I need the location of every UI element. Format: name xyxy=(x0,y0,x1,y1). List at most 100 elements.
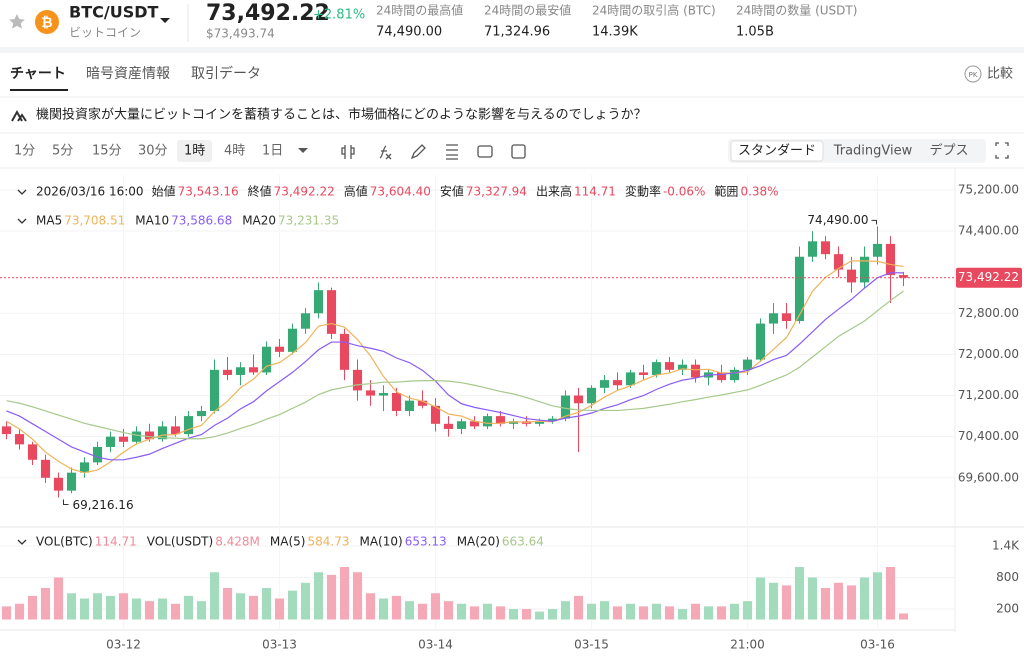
pk-icon[interactable] xyxy=(964,65,982,83)
candle-body xyxy=(807,241,818,257)
candle-body xyxy=(508,421,519,424)
volume-bar xyxy=(794,567,805,620)
legend-text: 変動率 xyxy=(625,184,661,199)
interval[interactable]: 15分 xyxy=(92,144,122,159)
legend-text: 0.38% xyxy=(740,185,778,199)
btc-icon xyxy=(35,10,59,34)
interval[interactable]: 1日 xyxy=(262,144,283,159)
volume-bar xyxy=(339,567,350,620)
volume-bar xyxy=(326,574,337,620)
volume-bar xyxy=(859,577,870,620)
volume-bar xyxy=(482,603,493,620)
favorite-star[interactable] xyxy=(9,14,25,29)
candle-body xyxy=(196,410,207,417)
layout-icon[interactable] xyxy=(446,144,458,160)
candle-body xyxy=(833,254,844,270)
legend-text: MA(10) xyxy=(359,535,402,549)
legend-text: 653.13 xyxy=(405,535,447,549)
fx-icon[interactable] xyxy=(379,145,392,160)
view[interactable]: デプス xyxy=(929,143,968,159)
candle-body xyxy=(40,459,51,478)
candle-icon[interactable] xyxy=(341,145,355,159)
candle-body xyxy=(287,328,298,352)
volume-bar xyxy=(1,606,12,620)
volume-bar xyxy=(287,590,298,620)
collapse-chevron[interactable] xyxy=(17,189,27,195)
volume-bar xyxy=(586,603,597,620)
draw-icon[interactable] xyxy=(410,144,426,160)
candle-body xyxy=(677,364,688,370)
legend-text: MA(20) xyxy=(457,535,500,549)
interval[interactable]: 5分 xyxy=(52,144,73,159)
legend-text: -0.06% xyxy=(663,185,705,199)
collapse-chevron[interactable] xyxy=(17,539,27,545)
symbol-caret[interactable] xyxy=(160,18,170,23)
camera-icon[interactable] xyxy=(477,145,493,158)
candle-body xyxy=(482,416,493,427)
volume-bar xyxy=(391,595,402,620)
volume-bar xyxy=(248,595,259,620)
overlay: 73,492.22 74,490.00 69,216.16 2026/03/16 16… xyxy=(0,184,1022,549)
legend-text: MA10 xyxy=(135,214,169,228)
candle-body xyxy=(781,313,792,321)
candle-body xyxy=(729,369,740,381)
volume-bar xyxy=(235,593,246,620)
candle-body xyxy=(872,243,883,257)
question[interactable]: 機関投資家が大量にビットコインを蓄積することは、市場価格にどのような影響を与える… xyxy=(36,107,647,123)
symbol[interactable]: BTC/USDT xyxy=(69,3,158,22)
tab[interactable]: チャート xyxy=(10,66,66,82)
settings-icon[interactable] xyxy=(511,144,526,159)
volume-bar xyxy=(781,585,792,620)
volume-bar xyxy=(898,613,909,620)
legend-text: MA5 xyxy=(36,214,62,228)
interval[interactable]: 1時 xyxy=(184,144,205,159)
interval[interactable]: 4時 xyxy=(224,144,245,159)
legend-text: 安値 xyxy=(440,184,464,199)
candle-body xyxy=(157,426,168,440)
volume-bar xyxy=(144,601,155,620)
stat-value: 71,324.96 xyxy=(484,25,550,40)
interval[interactable]: 1分 xyxy=(14,144,35,159)
candle-body xyxy=(820,241,831,255)
x-tick-label: 21:00 xyxy=(730,638,765,652)
volume-bar xyxy=(560,601,571,620)
volume-bar xyxy=(352,572,363,620)
volume-bar xyxy=(807,577,818,620)
view[interactable]: スタンダード xyxy=(738,144,816,159)
volume-bar xyxy=(222,588,233,620)
volume-bar xyxy=(521,609,532,620)
pk-label: PK xyxy=(969,71,978,79)
candle-body xyxy=(274,346,285,352)
volume-bar xyxy=(40,588,51,620)
btc-icon-glyph: ₿ xyxy=(41,15,52,31)
tab[interactable]: 暗号資産情報 xyxy=(86,66,170,82)
compare[interactable]: 比較 xyxy=(987,67,1013,82)
candle-body xyxy=(651,362,662,375)
candle-body xyxy=(599,380,610,388)
candle-body xyxy=(573,395,584,404)
y-tick-label: 75,200.00 xyxy=(958,182,1019,196)
volume-bar xyxy=(599,601,610,620)
view[interactable]: TradingView xyxy=(833,144,913,159)
legend-text: VOL(USDT) xyxy=(147,535,213,549)
tab[interactable]: 取引データ xyxy=(191,65,261,82)
interval-caret[interactable] xyxy=(298,148,308,153)
collapse-chevron[interactable] xyxy=(17,218,27,224)
candle-body xyxy=(131,431,142,442)
volume-bar xyxy=(183,595,194,620)
y-tick-label: 71,200.00 xyxy=(958,388,1019,402)
candle-body xyxy=(391,392,402,411)
candle-body xyxy=(14,434,25,445)
stat-label: 24時間の最安値 xyxy=(484,3,571,18)
fullscreen-icon[interactable] xyxy=(995,142,1009,159)
candle-body xyxy=(846,269,857,283)
volume-bar xyxy=(170,603,181,620)
candle-body xyxy=(53,477,64,491)
legend-text: 始値 xyxy=(152,184,176,199)
legend-text: 73,492.22 xyxy=(274,185,335,199)
interval[interactable]: 30分 xyxy=(138,144,168,159)
candle-body xyxy=(27,444,38,460)
volume-bar xyxy=(820,588,831,620)
volume-bar xyxy=(53,577,64,620)
